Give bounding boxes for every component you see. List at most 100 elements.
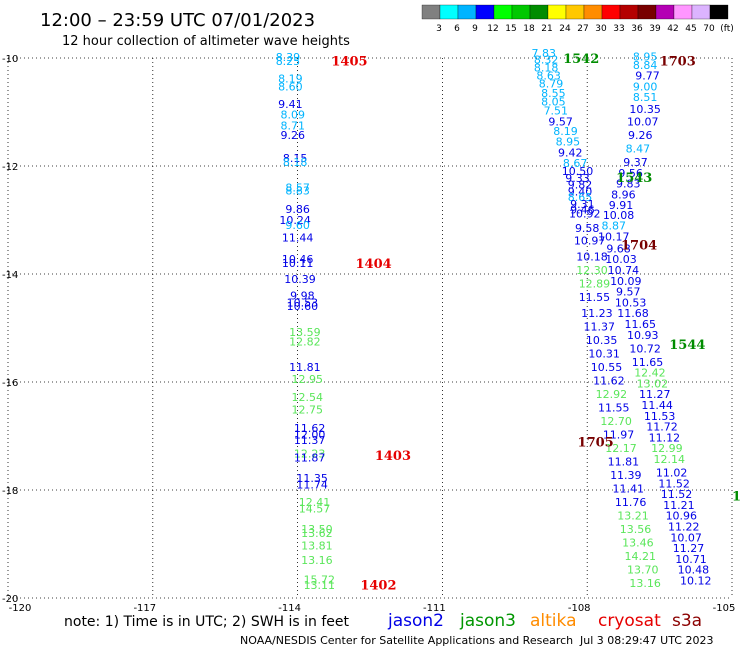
wave-height-label: 12.30 [576,264,608,277]
colorbar-label: 33 [613,24,624,34]
wave-height-label: 8.67 [563,157,588,170]
wave-height-label: 11.52 [661,488,693,501]
colorbar-swatch [691,4,711,20]
x-tick-label: -120 [9,603,32,614]
x-tick-label: -114 [278,603,301,614]
wave-height-label: 11.37 [584,321,616,334]
wave-height-label: 13.11 [304,579,336,592]
wave-height-label: 9.42 [558,146,583,159]
wave-height-label: 9.58 [575,222,600,235]
wave-height-label: 11.22 [668,521,700,534]
axis-ticks: -10 -12 -14 -16 -18 -20-120 -117 -114 -111 -108 -1… [2,54,735,614]
wave-height-label: 8.15 [283,152,308,165]
wave-height-label: 10.46 [282,253,314,266]
colorbar-label: 9 [472,24,478,34]
colorbar-legend: 3 6 9 12 15 18 21 24 27 30 33 36 39 42 45 70 (ft) [421,4,734,34]
wave-height-label: 13.81 [301,539,333,552]
wave-height-label: 8.71 [281,119,306,132]
wave-height-label: 12.70 [600,415,632,428]
wave-height-label: 10.09 [610,275,642,288]
wave-height-label: 9.56 [618,167,643,180]
wave-height-label: 10.07 [627,116,659,129]
chart-subtitle: 12 hour collection of altimeter wave hei… [62,34,350,49]
wave-height-label: 12.41 [299,496,331,509]
track-number-label: 1404 [356,257,392,272]
wave-height-label: 12.54 [292,391,324,404]
wave-height-label: 11.62 [593,375,625,388]
colorbar-label: 24 [559,24,571,34]
wave-height-label: 10.72 [629,342,661,355]
legend-s3a: s3a [672,611,702,631]
wave-height-label: 10.08 [603,209,635,222]
wave-height-label: 8.25 [276,55,301,68]
satellite-legend: jason2 jason3 altika cryosat s3a [387,611,702,631]
wave-height-label: 8.60 [278,80,303,93]
track-number-label: 1542 [563,52,599,67]
wave-height-label: 9.57 [548,116,573,129]
wave-height-label: 11.39 [610,469,642,482]
wave-height-label: 12.14 [654,453,686,466]
wave-height-label: 10.11 [282,257,314,270]
wave-height-label: 9.46 [570,204,595,217]
wave-height-label: 10.31 [588,348,620,361]
wave-height-label: 10.97 [574,234,606,247]
wave-height-label: 9.91 [609,199,634,212]
colorbar-label: 39 [649,24,661,34]
plot-grid [7,57,733,599]
colorbar-swatch [457,4,477,20]
wave-height-label: 10.96 [666,510,698,523]
track-number-label: 1705 [578,435,614,450]
wave-height-label: 8.87 [601,220,626,233]
wave-height-label: 11.62 [294,422,326,435]
colorbar-swatch [439,4,459,20]
wave-height-label: 11.02 [656,467,688,480]
wave-height-label: 8.57 [285,181,310,194]
track-number-label: 1405 [331,55,367,70]
chart-title: 12:00 – 23:59 UTC 07/01/2023 [40,10,315,31]
wave-height-label: 13.62 [301,527,333,540]
wave-height-label: 11.55 [598,402,630,415]
colorbar-swatch [565,4,585,20]
wave-height-label: 14.57 [299,503,331,516]
track-number-label: 1703 [660,55,696,70]
wave-height-label: 13.56 [620,523,652,536]
wave-height-label: 11.81 [608,456,640,469]
wave-height-label: 11.53 [644,410,676,423]
footer-note: note: 1) Time is in UTC; 2) SWH is in fe… [64,614,350,630]
wave-height-label: 13.21 [617,510,649,523]
wave-height-label: 10.53 [615,296,647,309]
legend-jason3: jason3 [459,611,516,631]
wave-height-label: 12.17 [605,442,637,455]
wave-height-label: 11.65 [632,356,664,369]
colorbar-swatch [619,4,639,20]
wave-height-label: 13.02 [637,377,669,390]
wave-height-label: 10.93 [627,329,659,342]
wave-height-values: 8.398.258.198.609.418.098.719.268.158.18… [276,47,712,592]
wave-height-label: 10.35 [586,334,618,347]
wave-height-label: 13.70 [627,564,659,577]
colorbar-label: 6 [454,24,460,34]
wave-height-label: 11.65 [625,318,657,331]
x-tick-label: -117 [133,603,156,614]
wave-height-label: 15.72 [304,573,336,586]
wave-height-label: 11.87 [294,451,326,464]
wave-height-label: 8.18 [534,62,559,75]
wave-height-label: 8.18 [283,156,308,169]
colorbar-swatch [673,4,693,20]
colorbar-label: 36 [631,24,643,34]
wave-height-label: 9.33 [565,172,590,185]
wave-height-label: 11.76 [615,496,647,509]
wave-height-label: 10.92 [569,207,601,220]
wave-height-label: 8.39 [276,51,301,64]
wave-height-label: 8.95 [633,51,658,64]
wave-height-label: 8.47 [626,143,651,156]
colorbar-swatch [421,4,441,20]
y-tick-label: -16 [2,378,18,389]
wave-height-label: 14.21 [625,550,657,563]
track-number-label: 1545 [732,489,740,504]
wave-height-label: 12.00 [294,429,326,442]
wave-height-label: 10.07 [670,531,702,544]
wave-height-label: 9.37 [623,156,648,169]
wave-height-label: 11.55 [579,291,611,304]
